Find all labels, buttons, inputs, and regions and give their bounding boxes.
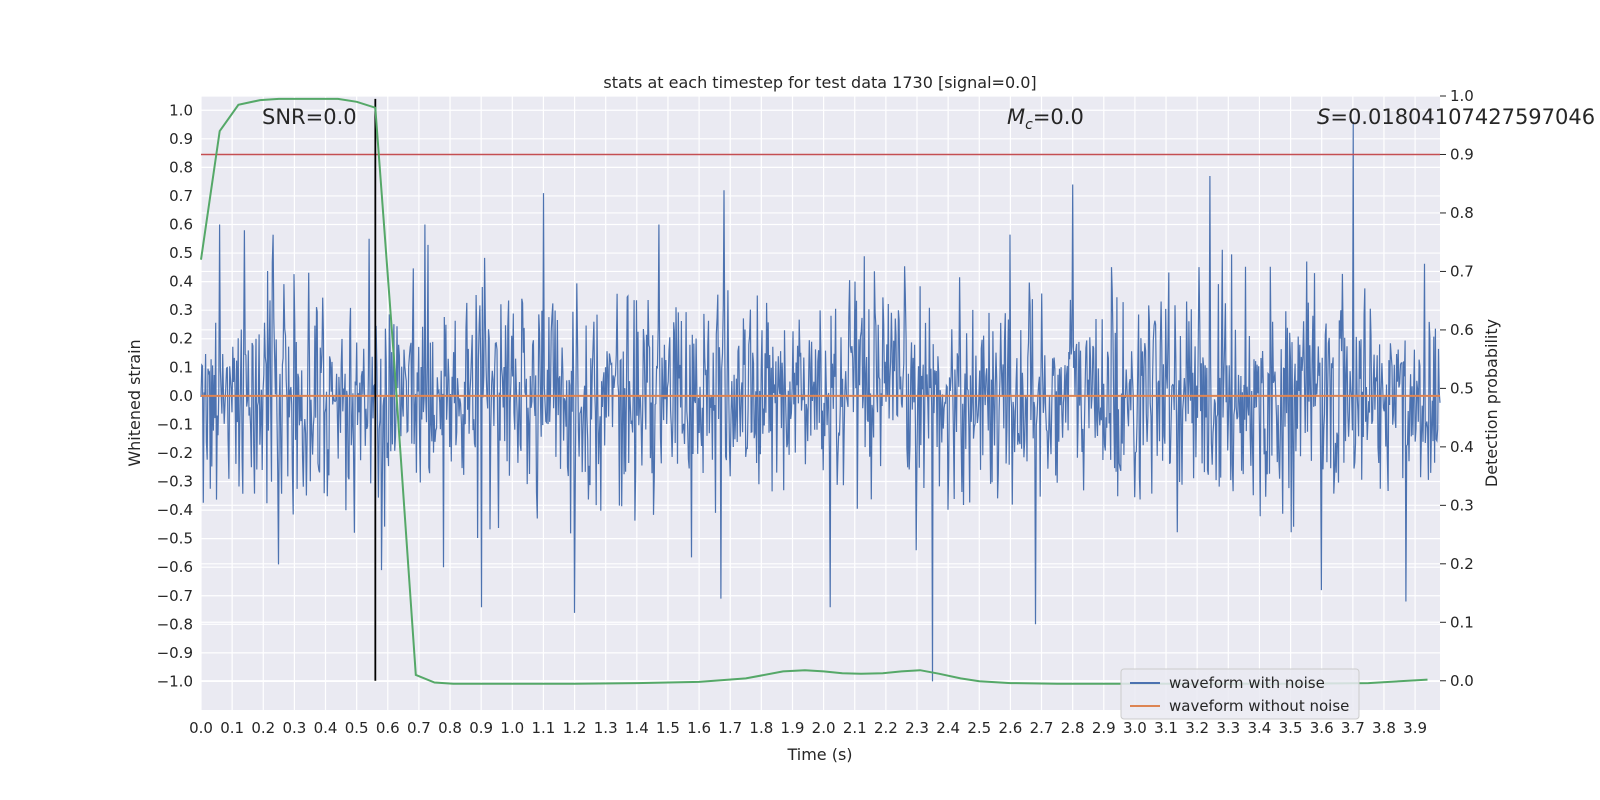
x-tick-label: 0.0 — [189, 719, 213, 737]
x-tick-label: 0.6 — [376, 719, 400, 737]
y-tick-label: 0.4 — [169, 273, 193, 291]
y2-tick-label: 0.4 — [1450, 438, 1474, 456]
chart-title: stats at each timestep for test data 173… — [603, 73, 1036, 92]
y-tick-label: 0.2 — [169, 330, 193, 348]
x-tick-label: 1.3 — [594, 719, 618, 737]
mc-value: =0.0 — [1033, 105, 1084, 129]
x-tick-label: 0.4 — [314, 719, 338, 737]
y-tick-label: −0.5 — [157, 530, 193, 548]
x-tick-label: 1.9 — [781, 719, 805, 737]
s-value: =0.01804107427597046 — [1330, 105, 1595, 129]
x-tick-label: 2.7 — [1030, 719, 1054, 737]
x-tick-label: 2.0 — [812, 719, 836, 737]
x-tick-label: 3.3 — [1216, 719, 1240, 737]
y-tick-label: −0.6 — [157, 558, 193, 576]
x-tick-label: 1.4 — [625, 719, 649, 737]
x-tick-label: 2.9 — [1092, 719, 1116, 737]
x-tick-label: 2.3 — [905, 719, 929, 737]
detection-probability-line — [200, 97, 1428, 685]
y2-tick-label: 0.1 — [1450, 613, 1474, 631]
x-tick-label: 1.1 — [532, 719, 556, 737]
s-annotation: S=0.01804107427597046 — [1317, 105, 1595, 129]
x-tick-label: 1.8 — [749, 719, 773, 737]
legend-box — [1120, 668, 1360, 720]
y-tick-label: 0.1 — [169, 358, 193, 376]
y-axis-label: Whitened strain — [125, 339, 144, 466]
x-tick-label: 3.8 — [1372, 719, 1396, 737]
x-tick-label: 3.1 — [1154, 719, 1178, 737]
y2-ticks: 1.0 0.9 0.8 0.7 0.6 0.5 0.4 0.3 0.2 0.1 0.0 — [1440, 87, 1474, 690]
x-tick-label: 1.5 — [656, 719, 680, 737]
y-tick-label: −0.7 — [157, 587, 193, 605]
mc-subscript: c — [1025, 117, 1033, 133]
mc-annotation: Mc=0.0 — [1007, 105, 1084, 133]
x-tick-label: 1.0 — [500, 719, 524, 737]
x-tick-label: 0.5 — [345, 719, 369, 737]
y-tick-label: −0.1 — [157, 415, 193, 433]
x-tick-label: 0.8 — [438, 719, 462, 737]
y-tick-label: 0.6 — [169, 216, 193, 234]
y-tick-label: −0.9 — [157, 644, 193, 662]
x-tick-label: 0.7 — [407, 719, 431, 737]
x-tick-label: 3.5 — [1279, 719, 1303, 737]
y-tick-label: −0.4 — [157, 501, 193, 519]
y-tick-label: −0.3 — [157, 473, 193, 491]
x-tick-label: 2.4 — [936, 719, 960, 737]
x-tick-label: 2.8 — [1061, 719, 1085, 737]
x-tick-label: 3.7 — [1341, 719, 1365, 737]
y-tick-label: 0.3 — [169, 301, 193, 319]
x-tick-label: 2.5 — [967, 719, 991, 737]
y-tick-label: 0.7 — [169, 187, 193, 205]
y-tick-label: 0.0 — [169, 387, 193, 405]
y2-tick-label: 0.9 — [1450, 145, 1474, 163]
x-tick-label: 1.7 — [718, 719, 742, 737]
y-tick-label: 1.0 — [169, 101, 193, 119]
s-symbol: S — [1317, 105, 1330, 129]
y-tick-label: −0.2 — [157, 444, 193, 462]
y-tick-label: 0.8 — [169, 158, 193, 176]
y2-tick-label: 0.5 — [1450, 379, 1474, 397]
x-tick-label: 0.1 — [220, 719, 244, 737]
x-tick-label: 2.2 — [874, 719, 898, 737]
mc-symbol: M — [1007, 105, 1025, 129]
y-tick-label: 0.9 — [169, 130, 193, 148]
waveform-with-noise-path — [200, 121, 1441, 682]
x-tick-label: 3.2 — [1185, 719, 1209, 737]
y2-tick-label: 0.6 — [1450, 321, 1474, 339]
snr-annotation: SNR=0.0 — [262, 105, 357, 129]
legend: waveform with noise waveform without noi… — [1120, 668, 1360, 720]
x-tick-label: 3.4 — [1248, 719, 1272, 737]
x-tick-label: 3.6 — [1310, 719, 1334, 737]
x-tick-label: 0.3 — [282, 719, 306, 737]
y2-tick-label: 0.8 — [1450, 204, 1474, 222]
y2-tick-label: 0.2 — [1450, 555, 1474, 573]
y-tick-label: −0.8 — [157, 615, 193, 633]
y2-tick-label: 1.0 — [1450, 87, 1474, 105]
y2-tick-label: 0.7 — [1450, 262, 1474, 280]
x-ticks: 0.0 0.1 0.2 0.3 0.4 0.5 0.6 0.7 0.8 0.9 1.0 1.1 1.2 1… — [189, 719, 1427, 737]
y2-tick-label: 0.3 — [1450, 496, 1474, 514]
y2-tick-label: 0.0 — [1450, 672, 1474, 690]
legend-label-clean: waveform without noise — [1169, 697, 1349, 715]
x-tick-label: 2.1 — [843, 719, 867, 737]
y2-axis-label: Detection probability — [1482, 319, 1501, 487]
x-tick-label: 0.2 — [251, 719, 275, 737]
plot-area — [201, 96, 1440, 710]
x-tick-label: 1.6 — [687, 719, 711, 737]
y-tick-label: −1.0 — [157, 672, 193, 690]
x-axis-label: Time (s) — [786, 745, 852, 764]
y-tick-label: 0.5 — [169, 244, 193, 262]
x-tick-label: 3.0 — [1123, 719, 1147, 737]
x-tick-label: 1.2 — [563, 719, 587, 737]
x-tick-label: 3.9 — [1403, 719, 1427, 737]
legend-label-noise: waveform with noise — [1169, 674, 1325, 692]
y-ticks: 1.0 0.9 0.8 0.7 0.6 0.5 0.4 0.3 0.2 0.1 0.0 −0.1 −0.… — [157, 101, 193, 690]
x-tick-label: 0.9 — [469, 719, 493, 737]
x-tick-label: 2.6 — [998, 719, 1022, 737]
waveform-with-noise-series — [200, 121, 1441, 682]
